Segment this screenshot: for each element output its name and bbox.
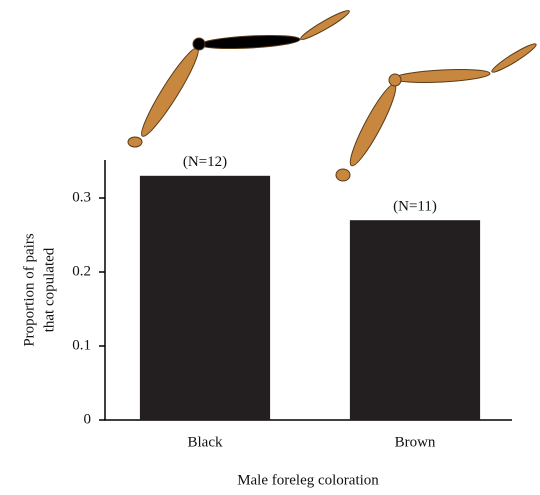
x-axis-title: Male foreleg coloration	[237, 472, 379, 488]
y-tick-label: 0.1	[72, 337, 91, 353]
bar	[350, 220, 480, 420]
x-tick-label: Brown	[395, 434, 436, 450]
bar-label: (N=12)	[183, 154, 227, 170]
y-axis-title: that copulated	[41, 247, 57, 332]
y-tick-label: 0.2	[72, 263, 91, 279]
chart: Male foreleg coloration Proportion of pa…	[0, 0, 540, 495]
bar-label: (N=11)	[393, 199, 437, 215]
y-tick-label: 0.3	[72, 189, 91, 205]
bar	[140, 176, 270, 420]
leg-illustration-black	[128, 8, 351, 147]
x-tick-label: Black	[188, 434, 223, 450]
y-tick-label: 0	[84, 411, 92, 427]
leg-illustration-brown	[336, 41, 538, 181]
y-axis-title: Proportion of pairs	[21, 233, 37, 346]
